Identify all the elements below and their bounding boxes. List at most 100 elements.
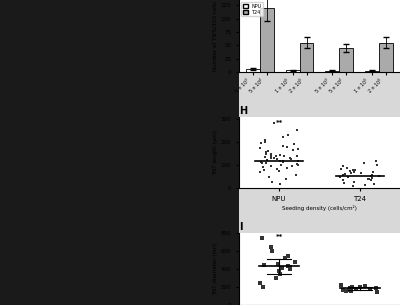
Point	[260, 165, 266, 170]
Text: I: I	[239, 222, 242, 232]
Point	[368, 177, 374, 182]
Point	[263, 150, 270, 155]
Point	[280, 135, 286, 140]
Point	[340, 288, 346, 292]
Point	[294, 162, 300, 167]
Point	[280, 160, 287, 165]
Point	[277, 181, 283, 186]
Point	[261, 167, 267, 172]
Bar	[286, 70, 300, 72]
Point	[367, 287, 373, 292]
Point	[373, 285, 379, 290]
Point	[348, 170, 354, 175]
Point	[353, 286, 359, 291]
Point	[282, 256, 288, 261]
Point	[360, 160, 367, 165]
Point	[268, 152, 274, 156]
Point	[368, 174, 374, 179]
Legend: NPU, T24: NPU, T24	[241, 2, 263, 16]
Point	[262, 137, 268, 142]
Text: **: **	[276, 120, 283, 126]
Point	[274, 166, 280, 171]
Point	[276, 268, 282, 273]
Point	[287, 156, 293, 161]
Point	[287, 267, 293, 271]
Point	[273, 276, 279, 281]
Point	[270, 156, 277, 161]
Point	[362, 284, 368, 289]
Point	[263, 160, 270, 165]
Point	[292, 172, 299, 177]
Point	[292, 259, 298, 264]
Point	[260, 285, 266, 289]
Point	[289, 148, 296, 152]
Point	[365, 176, 371, 181]
Point	[276, 158, 283, 163]
Point	[260, 263, 267, 268]
Point	[339, 173, 346, 178]
Point	[374, 163, 380, 168]
Point	[263, 160, 269, 165]
Point	[341, 180, 348, 185]
Point	[268, 244, 275, 249]
Point	[295, 158, 301, 163]
Point	[258, 141, 264, 146]
Point	[277, 271, 283, 276]
Point	[338, 166, 344, 171]
Point	[280, 143, 286, 148]
Point	[376, 173, 382, 178]
Point	[346, 287, 352, 292]
Point	[358, 171, 365, 176]
Point	[268, 179, 275, 184]
Point	[351, 179, 357, 184]
Point	[287, 157, 294, 162]
Point	[264, 158, 270, 163]
Point	[339, 178, 346, 183]
Point	[284, 264, 291, 269]
Point	[351, 170, 357, 175]
Bar	[260, 8, 274, 72]
Point	[357, 285, 363, 290]
Point	[280, 159, 286, 163]
Point	[347, 169, 354, 174]
Point	[372, 158, 379, 163]
Point	[268, 164, 274, 169]
Point	[344, 174, 351, 179]
Point	[346, 286, 353, 291]
Point	[295, 147, 301, 152]
Bar	[339, 48, 353, 72]
Point	[273, 153, 280, 158]
Point	[369, 176, 376, 181]
Point	[258, 159, 264, 164]
Point	[266, 174, 272, 179]
Point	[366, 177, 372, 181]
Point	[286, 265, 293, 270]
Point	[268, 155, 274, 160]
Point	[350, 167, 356, 172]
Bar	[379, 43, 393, 72]
X-axis label: Seeding density (cells/cm²): Seeding density (cells/cm²)	[282, 205, 357, 211]
Point	[282, 177, 289, 181]
Point	[371, 181, 378, 186]
Point	[285, 253, 292, 258]
Bar	[300, 43, 314, 72]
Point	[263, 151, 270, 156]
Point	[285, 133, 292, 138]
Point	[343, 289, 349, 293]
Point	[258, 235, 265, 240]
Point	[283, 165, 290, 170]
Text: H: H	[239, 106, 247, 116]
Point	[278, 266, 285, 271]
Point	[280, 154, 287, 159]
Y-axis label: TNT length (μm): TNT length (μm)	[213, 130, 218, 175]
Point	[271, 121, 277, 126]
Point	[340, 164, 346, 169]
Point	[284, 144, 291, 149]
Bar	[365, 71, 379, 72]
Point	[295, 163, 301, 168]
Point	[350, 184, 356, 188]
Point	[291, 142, 297, 147]
Point	[374, 289, 380, 294]
Point	[370, 169, 376, 174]
Point	[277, 152, 283, 157]
